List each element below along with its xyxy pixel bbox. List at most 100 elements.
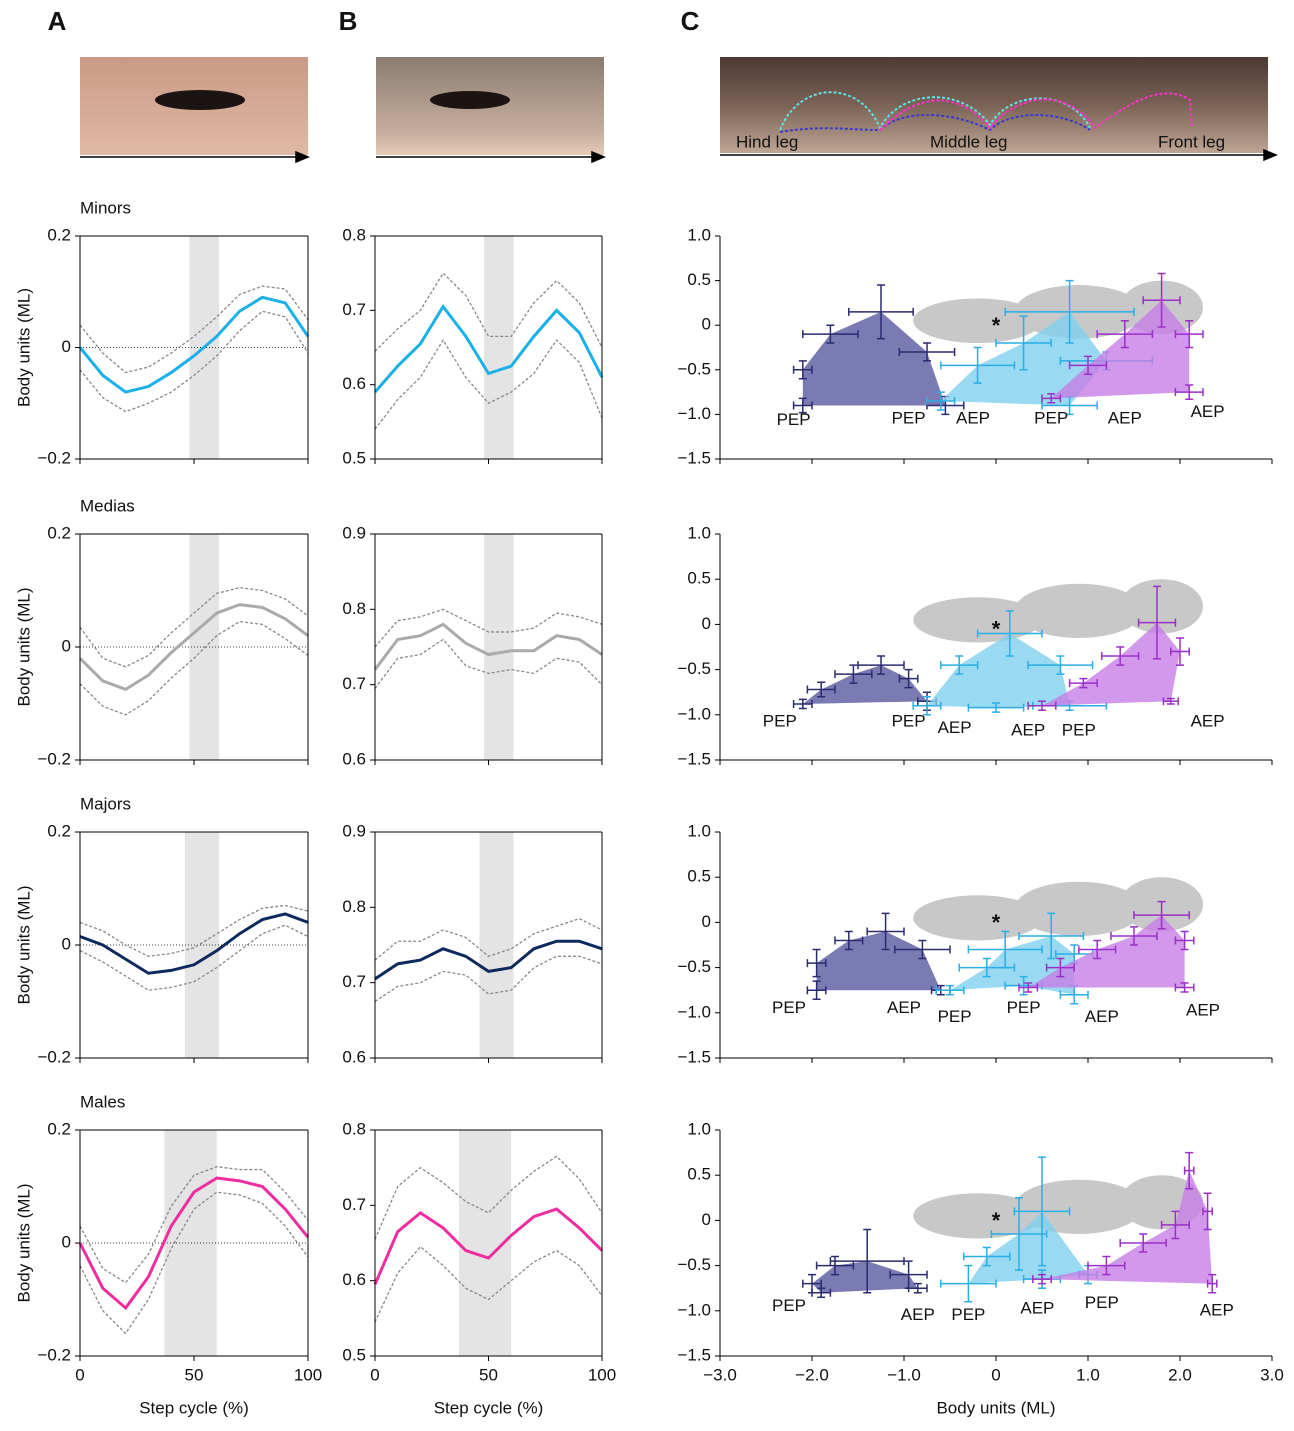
annotation: AEP (1186, 1000, 1220, 1019)
y-error-bar (913, 1282, 922, 1294)
y-tick-label: 0.5 (687, 1165, 711, 1184)
ci-line (79, 620, 309, 716)
leg-area (812, 1261, 918, 1293)
ci-line (374, 338, 603, 430)
y-error-bar (1065, 279, 1074, 344)
x-tick-label: 2.0 (1168, 1365, 1192, 1384)
y-error-bar (831, 1255, 839, 1276)
annotation: PEP (777, 410, 811, 429)
y-axis-label: Body units (ML) (14, 288, 33, 407)
annotation: AEP (1011, 721, 1045, 740)
y-error-bar (1166, 697, 1175, 705)
mean-line (78, 295, 310, 394)
panel-letter: C (681, 6, 700, 36)
y-error-bar (798, 698, 807, 710)
mean-line (79, 912, 309, 975)
y-tick-label: 0.6 (342, 1047, 366, 1066)
y-tick-label: 0 (702, 315, 711, 334)
x-tick-label: 100 (588, 1365, 616, 1384)
stance-span (479, 832, 514, 1058)
y-tick-label: 1.0 (687, 523, 711, 542)
ci-line (374, 272, 603, 352)
y-tick-label: −1.5 (677, 749, 711, 768)
ci-line (374, 608, 603, 648)
y-error-bar (1171, 1210, 1180, 1240)
x-tick-label: −2.0 (795, 1365, 829, 1384)
y-tick-label: −0.5 (677, 659, 711, 678)
y-tick-label: 0 (702, 614, 711, 633)
y-error-bar (1005, 610, 1014, 657)
leg-area (1028, 915, 1185, 988)
y-error-bar (1130, 926, 1138, 946)
y-error-bar (877, 284, 885, 340)
stance-span (483, 534, 514, 760)
x-tick-label: −3.0 (703, 1365, 737, 1384)
y-error-bar (964, 1264, 973, 1303)
leg-area (802, 665, 927, 704)
annotation: PEP (892, 712, 926, 731)
y-error-bar (955, 655, 964, 675)
marker: * (992, 1208, 1001, 1233)
y-tick-label: 0.9 (342, 821, 366, 840)
mean-line (373, 622, 603, 671)
y-tick-label: 0.5 (687, 569, 711, 588)
y-error-bar (1084, 355, 1092, 376)
ant (155, 90, 245, 110)
y-error-bar (877, 655, 885, 675)
leg-area (968, 1211, 1088, 1284)
body-part (913, 895, 1042, 941)
y-error-bar (1102, 1255, 1111, 1276)
annotation: PEP (892, 408, 926, 427)
x-axis-label: Body units (ML) (936, 1398, 1055, 1417)
mean-line (373, 303, 604, 394)
y-error-bar (1056, 957, 1065, 978)
ci-line (79, 285, 309, 374)
annotation: PEP (772, 998, 806, 1017)
y-error-bar (817, 681, 826, 698)
annotation: PEP (1034, 408, 1068, 427)
y-error-bar (849, 664, 858, 684)
y-error-bar (881, 912, 890, 951)
y-tick-label: 0.5 (342, 1345, 366, 1364)
y-tick-label: 0.5 (342, 448, 366, 467)
mean-line (78, 1176, 310, 1311)
y-error-bar (844, 930, 853, 951)
x-tick-label: 0 (991, 1365, 1000, 1384)
y-tick-label: 0.6 (342, 749, 366, 768)
y-tick-label: 0.5 (687, 270, 711, 289)
ci-line (374, 1245, 603, 1323)
ci-line (79, 924, 309, 991)
x-tick-label: 50 (185, 1365, 204, 1384)
annotation: AEP (1191, 402, 1225, 421)
y-tick-label: −0.2 (37, 749, 71, 768)
y-error-bar (863, 1228, 872, 1294)
y-axis-label: Body units (ML) (14, 885, 33, 1004)
y-tick-label: 1.0 (687, 821, 711, 840)
ci-line (374, 638, 603, 689)
y-error-bar (1001, 930, 1010, 969)
annotation: PEP (1062, 721, 1096, 740)
y-error-bar (1079, 677, 1088, 689)
y-error-bar (1180, 930, 1189, 951)
marker: * (992, 910, 1001, 935)
y-tick-label: 0.8 (342, 897, 366, 916)
panel-letter: B (339, 6, 358, 36)
y-tick-label: −1.0 (677, 704, 711, 723)
photo-label: Front leg (1158, 132, 1225, 151)
y-error-bar (817, 1287, 826, 1298)
body-part (913, 298, 1042, 344)
y-tick-label: −0.2 (37, 448, 71, 467)
y-error-bar (826, 324, 835, 344)
mean-line (373, 1207, 604, 1286)
y-error-bar (1180, 982, 1189, 993)
y-tick-label: 0.8 (342, 1119, 366, 1138)
ant (430, 91, 510, 109)
track-front (879, 92, 1193, 131)
y-error-bar (1185, 1151, 1194, 1190)
y-error-bar (812, 948, 821, 978)
y-error-bar (1038, 1273, 1046, 1285)
ci-line (374, 955, 603, 1003)
y-error-bar (982, 1246, 991, 1267)
y-tick-label: −1.5 (677, 1047, 711, 1066)
